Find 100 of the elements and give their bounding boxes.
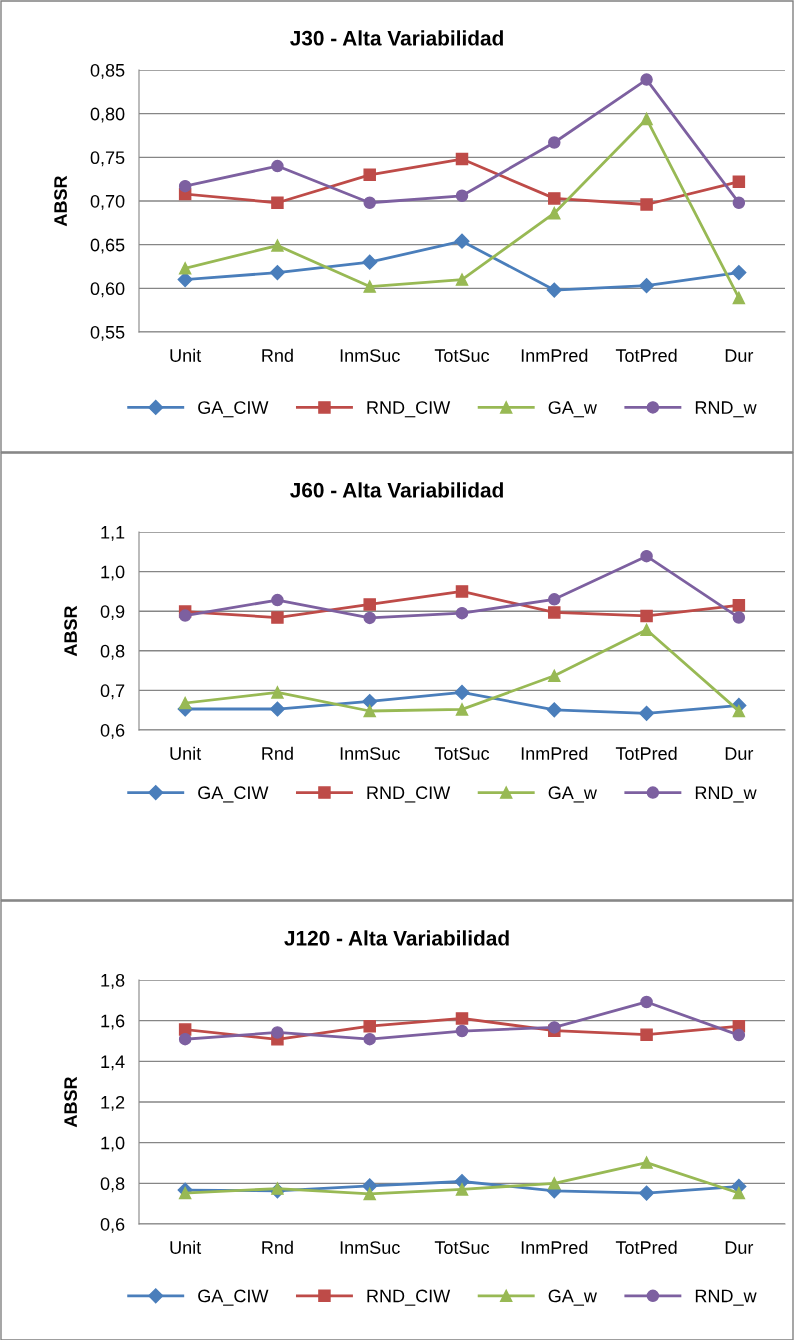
- point: [640, 1156, 653, 1169]
- point: [732, 599, 746, 612]
- point: [640, 73, 653, 86]
- point: [546, 282, 562, 298]
- point: [455, 1183, 469, 1196]
- x-tick-label: Unit: [170, 1240, 202, 1254]
- y-tick-label: 0,65: [90, 238, 125, 254]
- y-tick-label: 0,8: [100, 644, 125, 660]
- point: [271, 196, 284, 209]
- chart-title: J60 - Alta Variabilidad: [290, 482, 503, 498]
- point: [455, 189, 469, 203]
- point: [546, 702, 562, 718]
- y-axis-title: ABSR: [54, 175, 67, 227]
- legend-label: RND_CIW: [367, 1289, 451, 1306]
- y-tick-label: 1,6: [101, 1014, 125, 1030]
- y-tick-label: 1,0: [101, 1136, 125, 1152]
- x-tick-label: Rnd: [262, 1240, 293, 1254]
- point: [363, 1019, 376, 1033]
- legend-label: RND_w: [695, 786, 757, 803]
- legend-label: GA_CIW: [198, 1289, 269, 1306]
- x-tick-label: Dur: [725, 1241, 754, 1254]
- point: [178, 179, 192, 193]
- point: [639, 705, 655, 721]
- point: [455, 1024, 469, 1038]
- point: [363, 1032, 376, 1046]
- point: [271, 159, 284, 173]
- point: [362, 693, 378, 710]
- y-tick-label: 0,60: [90, 282, 125, 298]
- legend-label: GA_CIW: [198, 401, 269, 418]
- point: [178, 1032, 192, 1046]
- x-tick-label: InmSuc: [340, 747, 400, 760]
- y-axis-title: ABSR: [64, 605, 77, 657]
- x-tick-label: InmSuc: [340, 349, 400, 362]
- x-tick-label: InmSuc: [340, 1241, 400, 1254]
- point: [640, 112, 653, 126]
- point: [640, 609, 653, 623]
- x-tick-label: InmPred: [521, 746, 588, 760]
- point: [363, 611, 376, 625]
- point: [455, 703, 469, 716]
- y-tick-label: 1,4: [101, 1055, 125, 1071]
- point: [640, 549, 653, 563]
- point: [363, 280, 376, 293]
- x-tick-label: Rnd: [262, 348, 293, 362]
- point: [732, 291, 746, 305]
- y-tick-label: 1,2: [101, 1095, 125, 1111]
- x-tick-label: TotPred: [615, 348, 677, 362]
- point: [455, 1012, 469, 1025]
- point: [548, 136, 561, 149]
- y-tick-label: 0,9: [100, 605, 125, 621]
- point: [271, 239, 284, 252]
- point: [363, 168, 376, 182]
- point: [455, 585, 469, 598]
- legend-label: GA_w: [548, 786, 597, 803]
- x-tick-label: TotSuc: [434, 349, 490, 362]
- point: [269, 265, 285, 281]
- y-tick-label: 0,8: [100, 1177, 125, 1193]
- point: [363, 196, 376, 209]
- point: [731, 265, 747, 281]
- point: [640, 995, 653, 1009]
- point: [271, 686, 284, 699]
- legend-label: RND_w: [695, 401, 757, 418]
- point: [455, 273, 469, 286]
- point: [271, 611, 284, 624]
- point: [732, 196, 746, 209]
- point: [178, 261, 192, 275]
- point: [639, 1185, 655, 1201]
- legend-label: RND_CIW: [367, 401, 451, 418]
- legend-label: RND_w: [695, 1289, 757, 1306]
- x-tick-label: InmPred: [521, 348, 588, 362]
- point: [363, 704, 376, 718]
- legend-label: RND_CIW: [367, 786, 451, 803]
- legend-label: GA_w: [548, 1289, 597, 1306]
- point: [177, 272, 193, 288]
- x-tick-label: TotPred: [615, 746, 677, 760]
- point: [178, 696, 192, 710]
- x-tick-label: TotSuc: [434, 747, 490, 760]
- y-tick-label: 0,7: [100, 684, 125, 700]
- chart-title: J30 - Alta Variabilidad: [290, 30, 503, 46]
- x-tick-label: TotPred: [615, 1240, 677, 1254]
- y-tick-label: 0,6: [100, 723, 125, 739]
- point: [640, 623, 653, 637]
- point: [454, 233, 470, 249]
- point: [362, 254, 378, 270]
- point: [732, 175, 746, 189]
- x-tick-label: Unit: [170, 348, 202, 362]
- point: [640, 1028, 653, 1041]
- point: [640, 198, 653, 211]
- point: [548, 593, 561, 606]
- point: [271, 1182, 284, 1195]
- point: [271, 1026, 284, 1039]
- point: [548, 206, 561, 220]
- point: [732, 1028, 746, 1042]
- point: [548, 192, 561, 205]
- y-tick-label: 0,70: [90, 194, 125, 210]
- y-tick-label: 0,6: [100, 1217, 125, 1233]
- y-tick-label: 0,85: [90, 63, 125, 79]
- point: [732, 1186, 746, 1200]
- x-tick-label: Rnd: [262, 746, 293, 760]
- y-tick-label: 1,0: [101, 565, 125, 581]
- point: [363, 598, 376, 611]
